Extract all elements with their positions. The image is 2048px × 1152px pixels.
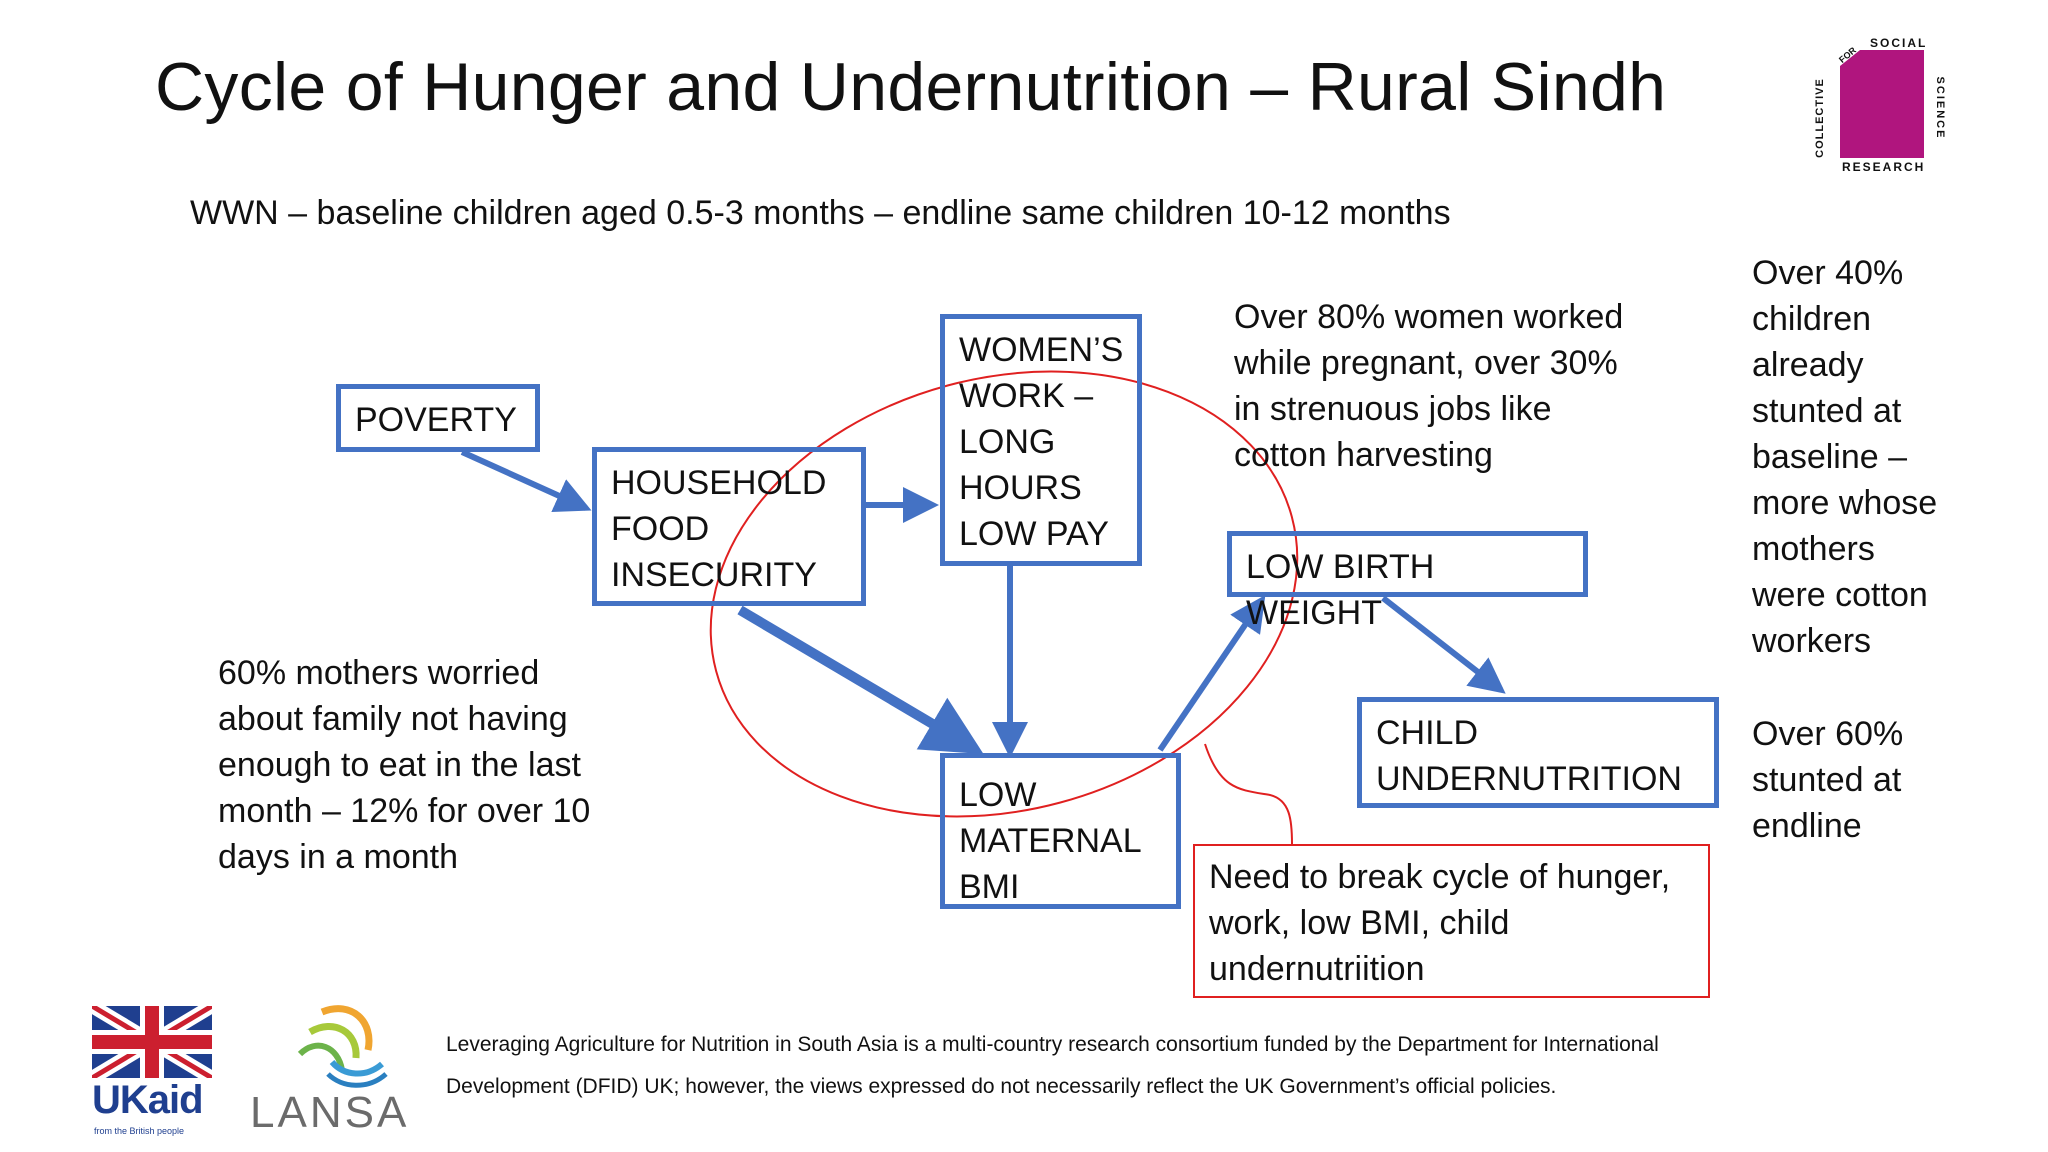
ukaid-main: UKaid	[92, 1078, 204, 1122]
footer-disclaimer: Leveraging Agriculture for Nutrition in …	[446, 1033, 1659, 1098]
note-stunted-endline: Over 60% stunted at endline	[1752, 715, 1904, 845]
arrow-lbw-to-child	[1381, 595, 1506, 694]
note-women-worked: Over 80% women worked while pregnant, ov…	[1234, 298, 1624, 474]
lansa-wordmark: LANSA	[250, 1088, 410, 1137]
box-low-maternal-bmi: LOW MATERNAL BMI	[940, 753, 1181, 909]
box-poverty: POVERTY	[336, 384, 540, 452]
cssr-logo-right: SCIENCE	[1934, 76, 1946, 140]
ukaid-sub: from the British people	[94, 1126, 185, 1136]
slide-subtitle: WWN – baseline children aged 0.5-3 month…	[190, 194, 1451, 232]
cssr-logo-top: SOCIAL	[1870, 36, 1928, 50]
cycle-ellipse	[709, 370, 1299, 818]
cssr-logo-mark	[1840, 50, 1924, 158]
cssr-logo-left: COLLECTIVE	[1814, 78, 1826, 158]
slide-title: Cycle of Hunger and Undernutrition – Rur…	[155, 49, 1667, 125]
arrow-bmi-to-lbw	[1157, 595, 1266, 752]
note-mothers-worried: 60% mothers worried about family not hav…	[218, 654, 591, 876]
box-low-birth-weight: LOW BIRTH WEIGHT	[1227, 531, 1588, 632]
cssr-logo-bottom: RESEARCH	[1842, 160, 1926, 174]
callout-connector	[1204, 743, 1293, 845]
box-womens-work: WOMEN’S WORK – LONG HOURS LOW PAY	[940, 314, 1142, 566]
lansa-logo: LANSA	[246, 1002, 416, 1142]
box-child-undernutrition: CHILD UNDERNUTRITION	[1357, 697, 1719, 808]
cssr-logo: SOCIAL FOR COLLECTIVE SCIENCE RESEARCH	[1808, 36, 1958, 176]
arrow-food-to-bmi	[737, 605, 984, 755]
union-flag-icon	[88, 999, 216, 1085]
lansa-swirl-icon	[297, 1005, 388, 1088]
ukaid-wordmark: UKaid	[92, 1078, 204, 1123]
arrow-poverty-to-food	[460, 449, 592, 513]
box-household-food-insecurity: HOUSEHOLD FOOD INSECURITY	[592, 447, 866, 606]
ukaid-logo: UKaid from the British people	[88, 999, 216, 1136]
callout-break-cycle: Need to break cycle of hunger, work, low…	[1193, 844, 1710, 998]
note-stunted-baseline: Over 40% children already stunted at bas…	[1752, 254, 1938, 660]
